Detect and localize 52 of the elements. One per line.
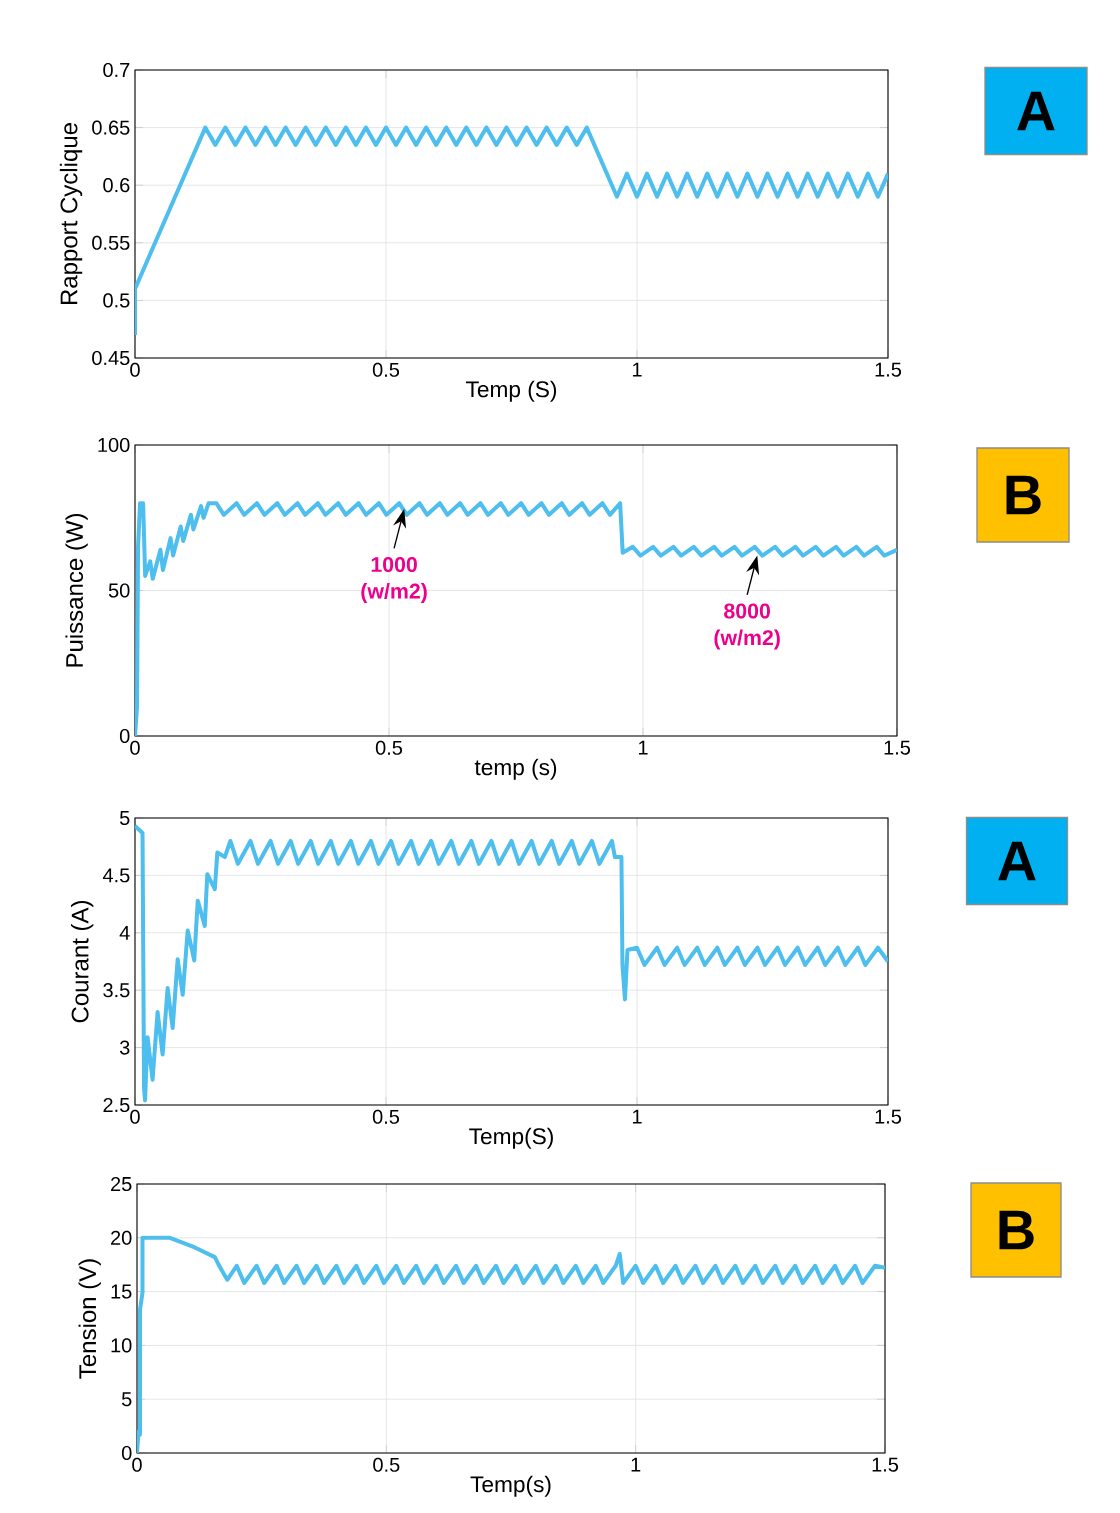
y-axis-title: Tension (V) <box>78 1259 101 1379</box>
x-tick-label: 1 <box>631 1457 641 1472</box>
x-tick-label: 1.5 <box>875 362 902 377</box>
text: B <box>1006 475 1041 515</box>
x-tick-label: 0.5 <box>373 1457 400 1472</box>
y-tick-label: 0 <box>119 728 130 744</box>
y-tick-label: 0.65 <box>92 120 130 135</box>
x-tick-label: 1 <box>638 740 648 755</box>
x-axis-title: Temp(S) <box>469 1127 553 1149</box>
line-series <box>137 1235 885 1453</box>
y-tick-label: 0 <box>121 1445 132 1461</box>
y-tick-label: 3.5 <box>103 983 130 998</box>
text: A <box>998 841 1036 881</box>
y-axis-title: Courant (A) <box>70 900 94 1023</box>
y-tick-label: 0.45 <box>92 350 130 366</box>
y-tick-label: 2.5 <box>103 1097 130 1113</box>
y-tick-label: 0.55 <box>92 235 130 250</box>
y-tick-label: 3 <box>119 1040 130 1055</box>
x-tick-label: 0.5 <box>372 362 400 377</box>
text: A <box>1017 91 1055 131</box>
y-axis-title: Rapport Cyclique <box>59 123 83 305</box>
x-tick-label: 1.5 <box>875 1109 902 1124</box>
text: B <box>999 1210 1034 1250</box>
y-tick-label: 25 <box>111 1176 132 1192</box>
y-tick-label: 4 <box>119 925 130 940</box>
annotation: 1000 (w/m2) <box>361 556 427 603</box>
y-tick-label: 50 <box>108 583 130 598</box>
x-axis-title: temp (s) <box>474 758 557 780</box>
x-tick-label: 0.5 <box>372 1109 400 1124</box>
line-series <box>135 501 897 736</box>
x-tick-label: 0 <box>132 1457 142 1472</box>
line-series <box>135 125 888 337</box>
x-tick-label: 1.5 <box>884 740 911 755</box>
y-tick-label: 100 <box>98 437 130 453</box>
y-tick-label: 5 <box>119 811 130 825</box>
x-tick-label: 1.5 <box>872 1457 899 1472</box>
y-tick-label: 10 <box>111 1338 132 1353</box>
x-axis-title: Temp(s) <box>470 1475 551 1497</box>
x-tick-label: 0.5 <box>375 740 403 755</box>
y-tick-label: 15 <box>111 1284 132 1299</box>
y-axis-title: Puissance (W) <box>65 514 88 667</box>
y-tick-label: 20 <box>111 1230 132 1245</box>
x-tick-label: 1 <box>632 362 642 377</box>
y-tick-label: 4.5 <box>102 868 130 883</box>
y-tick-label: 0.6 <box>103 178 130 193</box>
line-series <box>135 824 888 1103</box>
annotation: 8000 (w/m2) <box>714 603 780 650</box>
x-tick-label: 1 <box>632 1109 642 1124</box>
y-tick-label: 0.5 <box>103 293 130 308</box>
y-tick-label: 0.7 <box>103 62 130 78</box>
y-tick-label: 5 <box>121 1392 132 1407</box>
x-axis-title: Temp (S) <box>466 380 557 402</box>
